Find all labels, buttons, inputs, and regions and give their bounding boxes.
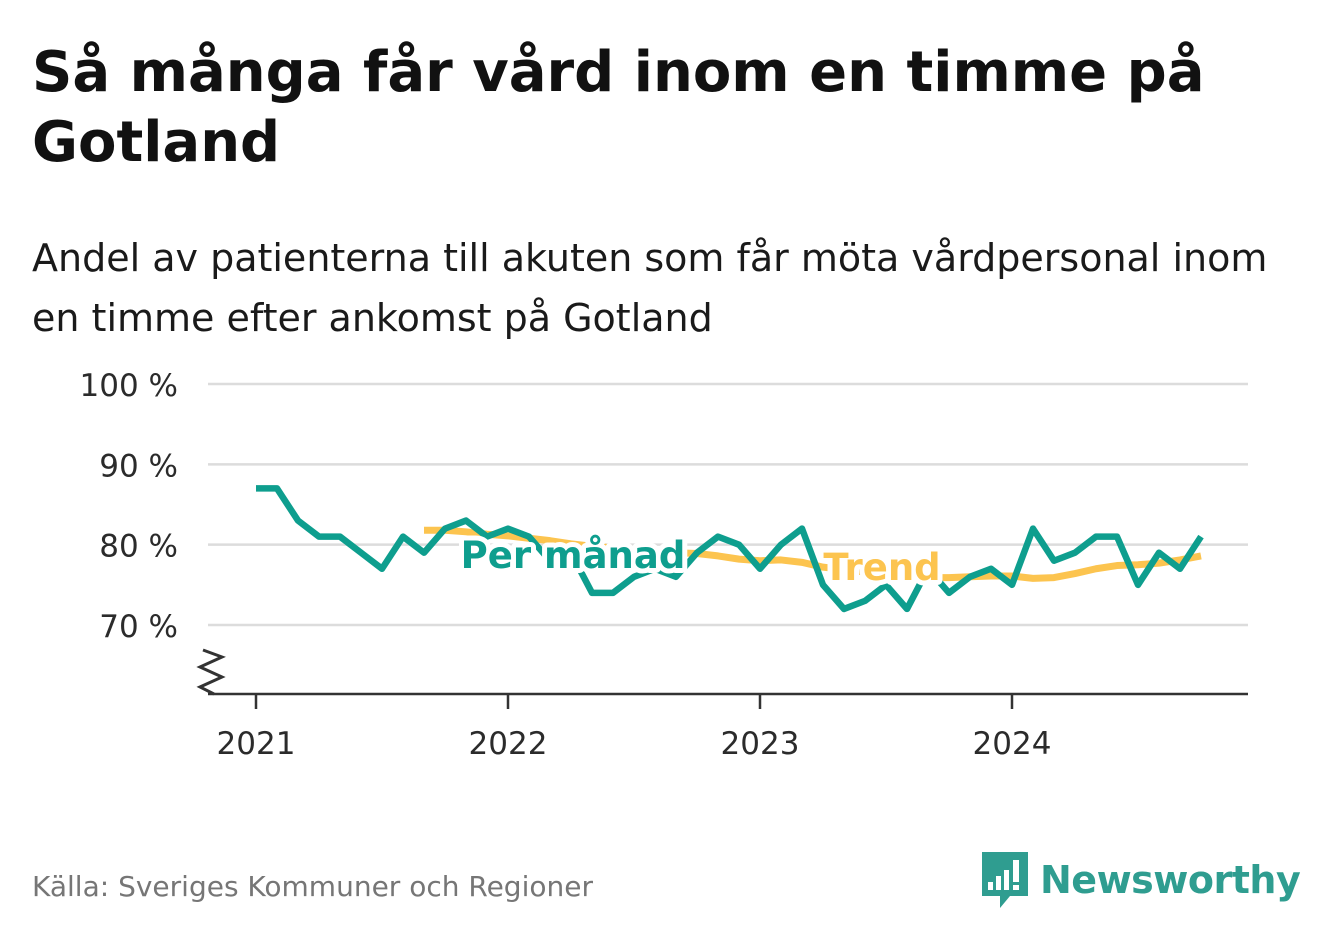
- x-tick-label: 2024: [973, 726, 1052, 762]
- newsworthy-logo-icon: [982, 852, 1028, 908]
- chart-subtitle: Andel av patienterna till akuten som får…: [32, 236, 1268, 340]
- series-label-trend: Trend: [823, 546, 940, 589]
- series-label-per-manad: Per månad: [461, 534, 686, 577]
- axis-break-icon: [196, 648, 226, 696]
- brand-name: Newsworthy: [1040, 858, 1301, 902]
- newsworthy-brand[interactable]: Newsworthy: [980, 848, 1301, 912]
- x-tick-label: 2023: [721, 726, 800, 762]
- chart-title: Så många får vård inom en timme på Gotla…: [32, 40, 1205, 175]
- y-tick-label: 90 %: [99, 448, 178, 484]
- x-tick-label: 2022: [469, 726, 548, 762]
- x-tick-label: 2021: [217, 726, 296, 762]
- source-note: Källa: Sveriges Kommuner och Regioner: [32, 870, 593, 903]
- y-tick-label: 100 %: [80, 368, 178, 404]
- y-tick-label: 80 %: [99, 529, 178, 565]
- y-tick-label: 70 %: [99, 609, 178, 645]
- monthly-series-line: [256, 485, 1204, 613]
